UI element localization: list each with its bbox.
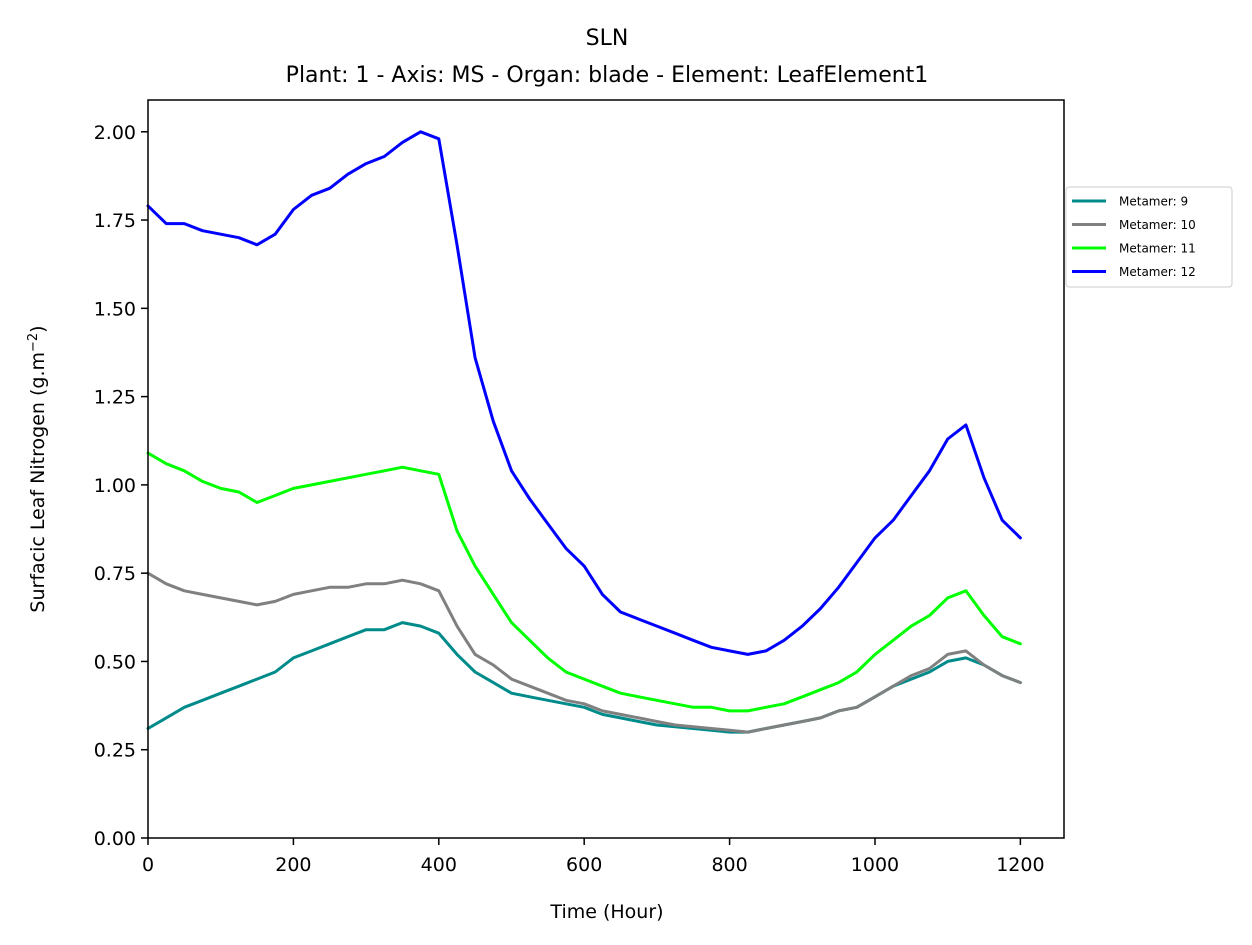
- y-tick-label: 2.00: [94, 122, 136, 144]
- legend-box: [1065, 186, 1233, 288]
- legend-label-4: Metamer: 12: [1119, 265, 1196, 279]
- axes: 0 200 400 600 800 1000 1200 0.00 0.25 0.50 0.75 1.0…: [94, 99, 1065, 876]
- x-tick-label: 400: [421, 854, 457, 876]
- x-axis-label: Time (Hour): [549, 901, 663, 923]
- y-axis-label-end: ): [27, 325, 49, 332]
- y-tick-label: 1.50: [94, 298, 136, 320]
- legend-label-3: Metamer: 11: [1119, 242, 1196, 256]
- x-tick-label: 200: [275, 854, 311, 876]
- y-tick-label: 1.00: [94, 475, 136, 497]
- y-tick-label: 1.75: [94, 210, 136, 232]
- y-axis-label-main: Surfacic Leaf Nitrogen (g.m: [27, 352, 49, 613]
- x-tick-label: 0: [142, 854, 154, 876]
- y-axis-label: Surfacic Leaf Nitrogen (g.m−2): [26, 325, 50, 612]
- legend-label-1: Metamer: 9: [1119, 195, 1188, 209]
- x-tick-label: 600: [566, 854, 602, 876]
- series-line-1: [146, 621, 1022, 734]
- legend: Metamer: 9 Metamer: 10 Metamer: 11 Metamer:…: [1065, 186, 1233, 288]
- series-lines: [146, 130, 1022, 734]
- y-tick-label: 0.75: [94, 563, 136, 585]
- chart-subtitle: Plant: 1 - Axis: MS - Organ: blade - Ele…: [286, 63, 929, 88]
- x-tick-label: 1200: [996, 854, 1044, 876]
- series-line-2: [146, 571, 1022, 734]
- x-tick-label: 800: [711, 854, 747, 876]
- series-line-4: [146, 130, 1022, 656]
- y-axis-label-sup: −2: [26, 333, 41, 352]
- x-tick-label: 1000: [851, 854, 899, 876]
- y-tick-label: 0.00: [94, 828, 136, 850]
- chart-title: SLN: [586, 26, 629, 51]
- y-tick-label: 0.50: [94, 651, 136, 673]
- y-tick-label: 0.25: [94, 740, 136, 762]
- y-tick-label: 1.25: [94, 387, 136, 409]
- series-line-3: [146, 451, 1022, 713]
- legend-label-2: Metamer: 10: [1119, 218, 1196, 232]
- plot-frame: [147, 99, 1065, 839]
